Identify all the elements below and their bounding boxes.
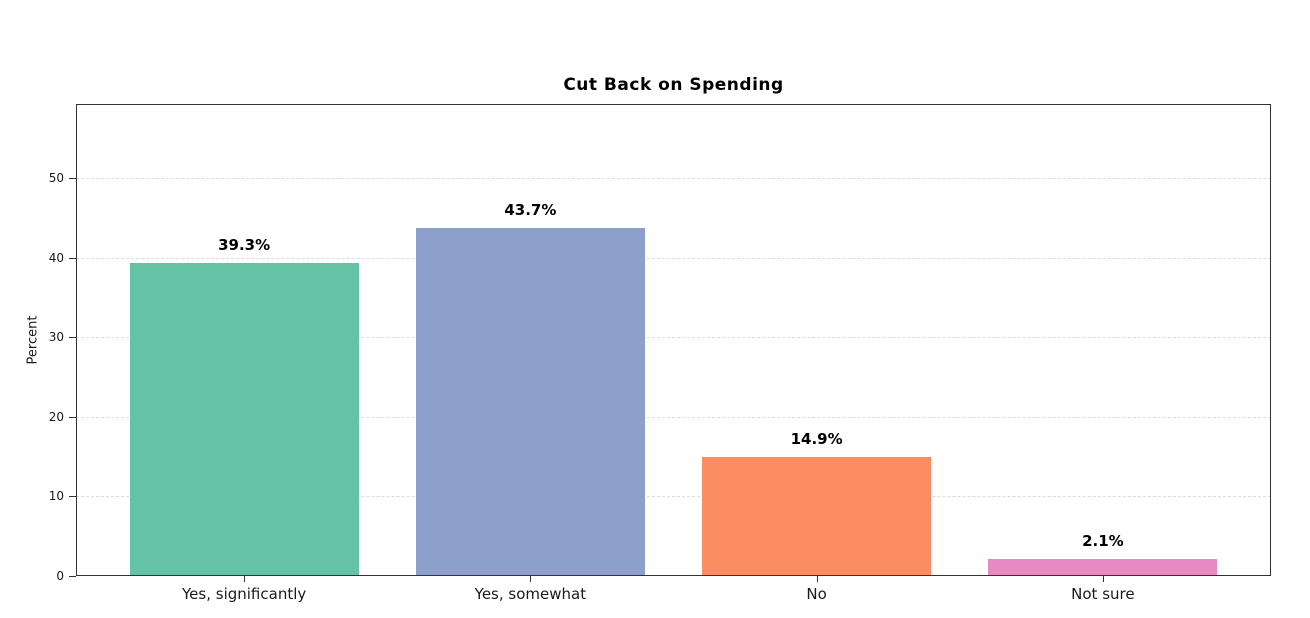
bar-value-label: 43.7% <box>504 201 557 220</box>
x-tick-label: Not sure <box>1071 585 1135 603</box>
x-tick-label: No <box>806 585 827 603</box>
plot-area: 0 10 20 30 40 50 39.3% Yes, significantly 43.7% Y… <box>49 104 1271 603</box>
x-tick-mark <box>244 576 246 582</box>
gridline <box>76 496 1271 498</box>
x-tick-label: Yes, significantly <box>182 585 307 603</box>
y-tick-mark <box>69 416 76 418</box>
y-tick-label: 10 <box>48 489 64 504</box>
bar <box>702 457 932 576</box>
gridline <box>76 257 1271 259</box>
gridline <box>76 416 1271 418</box>
y-tick-mark <box>69 496 76 498</box>
chart-title: Cut Back on Spending <box>563 75 784 95</box>
y-tick-mark <box>69 337 76 339</box>
x-tick-mark <box>816 576 818 582</box>
y-tick-label: 50 <box>48 171 64 186</box>
x-tick-mark <box>1102 576 1104 582</box>
bar <box>988 559 1218 576</box>
y-tick-label: 20 <box>48 409 64 424</box>
gridline <box>76 178 1271 180</box>
bar-value-label: 14.9% <box>790 430 843 449</box>
bar-value-label: 39.3% <box>218 236 271 255</box>
x-tick-label: Yes, somewhat <box>474 585 587 603</box>
bar <box>129 263 359 576</box>
y-tick-mark <box>69 178 76 180</box>
gridline <box>76 337 1271 339</box>
x-tick-mark <box>530 576 532 582</box>
y-tick-label: 0 <box>56 569 64 583</box>
bar-value-label: 2.1% <box>1082 532 1124 551</box>
bar <box>415 228 645 576</box>
y-tick-label: 30 <box>48 330 64 345</box>
y-tick-mark <box>69 257 76 259</box>
y-tick-mark <box>69 576 76 577</box>
y-tick-label: 40 <box>48 250 64 265</box>
